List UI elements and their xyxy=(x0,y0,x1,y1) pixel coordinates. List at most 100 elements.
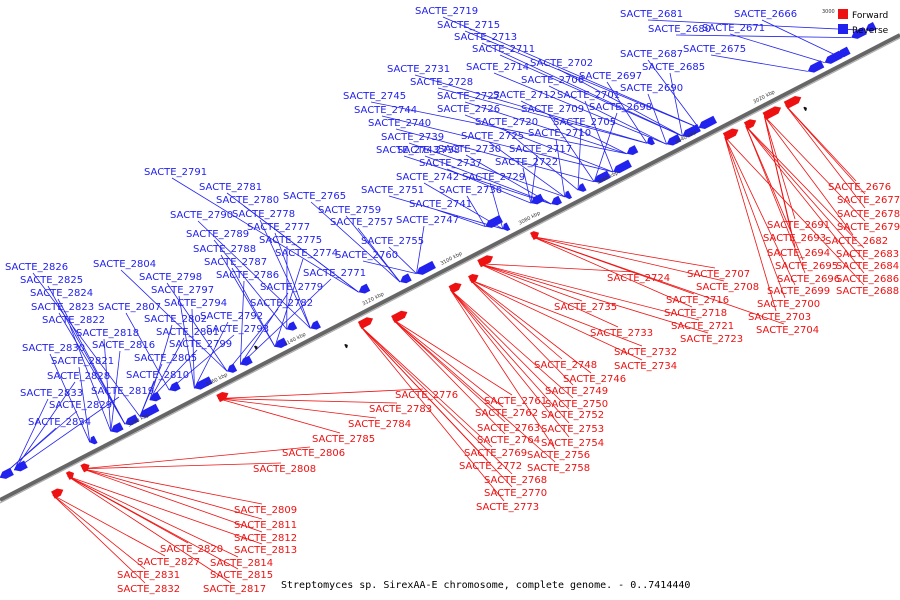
reverse-leader-line xyxy=(669,72,683,137)
forward-leader-line xyxy=(478,263,583,302)
reverse-leader-line xyxy=(274,258,304,347)
forward-label: SACTE_2716 xyxy=(666,295,729,306)
forward-label: SACTE_2721 xyxy=(671,321,734,332)
reverse-label: SACTE_2711 xyxy=(472,44,535,55)
forward-leader-line xyxy=(745,125,865,249)
forward-leader-line xyxy=(392,319,504,408)
reverse-label: SACTE_2802 xyxy=(144,314,207,325)
forward-label: SACTE_2695 xyxy=(775,261,838,272)
reverse-label: SACTE_2717 xyxy=(509,144,572,155)
reverse-label: SACTE_2786 xyxy=(216,270,279,281)
reverse-leader-line xyxy=(362,260,417,274)
reverse-label: SACTE_2741 xyxy=(409,199,472,210)
forward-label: SACTE_2724 xyxy=(607,273,670,284)
reverse-label: SACTE_2728 xyxy=(410,77,473,88)
forward-gene-arrow xyxy=(783,96,802,109)
reverse-leader-line xyxy=(69,325,112,432)
reverse-label: SACTE_2787 xyxy=(204,257,267,268)
reverse-leader-line xyxy=(502,127,579,191)
reverse-leader-line xyxy=(548,114,595,182)
reverse-gene-arrow xyxy=(14,460,28,472)
forward-leader-line xyxy=(52,494,146,570)
reverse-gene-arrow xyxy=(807,60,825,73)
reverse-leader-line xyxy=(168,334,235,391)
reverse-label: SACTE_2747 xyxy=(396,215,459,226)
reverse-leader-line xyxy=(120,269,228,372)
reverse-leader-line xyxy=(577,127,582,191)
other-feature xyxy=(803,106,807,112)
reverse-gene-arrow xyxy=(227,363,238,373)
forward-leader-line xyxy=(392,319,506,423)
forward-leader-line xyxy=(478,263,709,334)
reverse-leader-line xyxy=(191,308,195,389)
reverse-leader-line xyxy=(13,398,49,471)
forward-leader-line xyxy=(218,398,341,434)
forward-label: SACTE_2763 xyxy=(477,423,540,434)
reverse-label: SACTE_2710 xyxy=(528,128,591,139)
reverse-label: SACTE_2687 xyxy=(620,49,683,60)
forward-leader-line xyxy=(52,494,146,584)
reverse-gene-arrow xyxy=(286,321,298,331)
forward-leader-line xyxy=(724,136,786,299)
forward-label: SACTE_2699 xyxy=(767,286,830,297)
reverse-leader-line xyxy=(464,101,627,155)
reverse-label: SACTE_2793 xyxy=(206,324,269,335)
forward-leader-line xyxy=(218,398,398,404)
reverse-label: SACTE_2714 xyxy=(466,62,529,73)
chromosome-axis xyxy=(0,33,900,504)
reverse-label: SACTE_2722 xyxy=(495,157,558,168)
reverse-label: SACTE_2675 xyxy=(683,44,746,55)
forward-leader-line xyxy=(359,325,505,502)
forward-label: SACTE_2776 xyxy=(395,390,458,401)
reverse-leader-line xyxy=(522,167,532,204)
reverse-leader-line xyxy=(47,285,126,425)
forward-label: SACTE_2686 xyxy=(836,274,899,285)
reverse-label: SACTE_2774 xyxy=(275,248,338,259)
forward-label: SACTE_2688 xyxy=(836,286,899,297)
forward-gene-arrow xyxy=(762,106,782,120)
reverse-gene-arrow xyxy=(274,337,288,348)
reverse-label: SACTE_2828 xyxy=(47,371,110,382)
forward-leader-line xyxy=(531,236,693,308)
reverse-label: SACTE_2680 xyxy=(648,24,711,35)
reverse-leader-line xyxy=(408,142,565,198)
forward-label: SACTE_2811 xyxy=(234,520,297,531)
forward-label: SACTE_2773 xyxy=(476,502,539,513)
forward-label: SACTE_2676 xyxy=(828,182,891,193)
reverse-label: SACTE_2702 xyxy=(530,58,593,69)
forward-label: SACTE_2683 xyxy=(836,249,899,260)
reverse-leader-line xyxy=(530,154,538,204)
reverse-leader-line xyxy=(493,72,667,145)
reverse-label: SACTE_2780 xyxy=(216,195,279,206)
forward-leader-line xyxy=(392,319,556,463)
reverse-label: SACTE_2671 xyxy=(702,23,765,34)
reverse-leader-line xyxy=(446,168,532,204)
reverse-label: SACTE_2736 xyxy=(439,185,502,196)
reverse-label: SACTE_2706 xyxy=(521,75,584,86)
reverse-label: SACTE_2804 xyxy=(93,259,156,270)
forward-label: SACTE_2785 xyxy=(312,434,375,445)
legend-reverse-label: Reverse xyxy=(852,26,889,36)
reverse-label: SACTE_2798 xyxy=(139,272,202,283)
genome-caption: Streptomyces sp. SirexAA-E chromosome, c… xyxy=(281,580,690,591)
forward-gene-arrow xyxy=(357,317,374,329)
reverse-label: SACTE_2807 xyxy=(98,302,161,313)
forward-leader-line xyxy=(764,116,796,248)
reverse-leader-line xyxy=(403,155,552,205)
forward-leader-line xyxy=(724,136,796,286)
forward-leader-line xyxy=(450,289,570,410)
reverse-leader-line xyxy=(761,19,838,57)
reverse-leader-line xyxy=(149,349,198,401)
reverse-gene-arrow xyxy=(613,159,632,174)
forward-label: SACTE_2733 xyxy=(590,328,653,339)
reverse-label: SACTE_2666 xyxy=(734,9,797,20)
forward-label: SACTE_2748 xyxy=(534,360,597,371)
reverse-label: SACTE_2731 xyxy=(387,64,450,75)
reverse-leader-line xyxy=(194,321,229,389)
reverse-label: SACTE_2829 xyxy=(49,400,112,411)
forward-gene-arrow xyxy=(468,273,479,284)
forward-label: SACTE_2761 xyxy=(484,396,547,407)
legend-forward-swatch xyxy=(838,9,848,19)
forward-leader-line xyxy=(218,388,424,399)
